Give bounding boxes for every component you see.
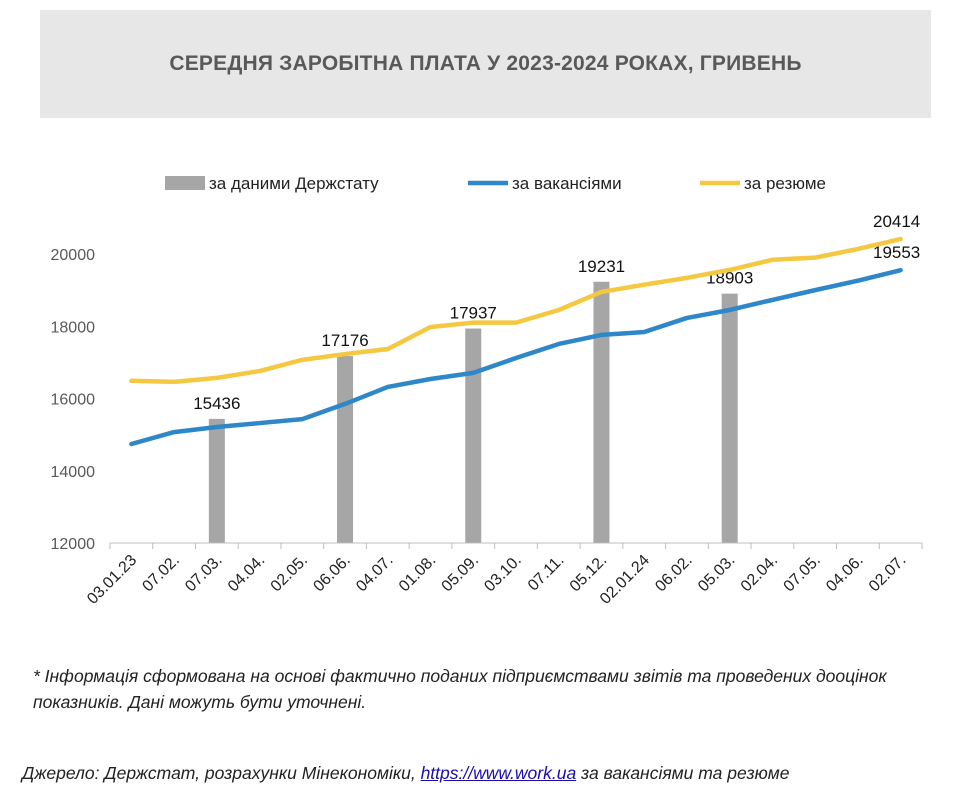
source-suffix: за вакансіями та резюме	[576, 763, 790, 783]
line-data-label: 20414	[873, 212, 920, 231]
line-vacancies	[129, 267, 903, 447]
x-tick-label: 05.03.	[695, 552, 738, 595]
x-tick-label: 06.02.	[652, 552, 695, 595]
legend-label: за вакансіями	[512, 174, 622, 193]
x-tick-label: 02.05.	[268, 552, 311, 595]
title-box: СЕРЕДНЯ ЗАРОБІТНА ПЛАТА У 2023-2024 РОКА…	[40, 10, 931, 118]
bar-data-label: 19231	[578, 257, 625, 276]
footnote: * Інформація сформована на основі фактич…	[33, 666, 887, 712]
chart: 12000 14000 16000 18000 20000 15436 17176 17937…	[51, 174, 923, 608]
x-tick-label: 07.03.	[182, 552, 225, 595]
y-tick-label: 14000	[51, 464, 96, 481]
bar-data-label: 17176	[321, 331, 368, 350]
source-line: Джерело: Держстат, розрахунки Мінекономі…	[22, 763, 790, 784]
source-link[interactable]: https://www.work.ua	[420, 763, 577, 783]
x-tick-label: 04.07.	[353, 552, 396, 595]
x-tick-label: 04.06.	[823, 552, 866, 595]
bar	[208, 418, 225, 543]
line-data-label: 19553	[873, 243, 920, 262]
x-tick-label: 03.10.	[481, 552, 524, 595]
source-prefix: Джерело: Держстат, розрахунки Мінекономі…	[22, 763, 421, 783]
x-tick-label: 07.11.	[525, 552, 568, 595]
x-tick-label: 01.08.	[396, 552, 439, 595]
x-tick-label: 02.04.	[738, 552, 781, 595]
bar-data-label: 17937	[450, 304, 497, 323]
legend-swatch	[165, 176, 205, 190]
bar	[593, 281, 610, 543]
bar	[721, 293, 738, 543]
legend-label: за даними Держстату	[209, 174, 379, 193]
y-tick-label: 12000	[51, 536, 96, 553]
x-tick-label: 02.07.	[866, 552, 909, 595]
x-tick-label: 05.09.	[439, 552, 482, 595]
bar-data-label: 15436	[193, 394, 240, 413]
chart-title: СЕРЕДНЯ ЗАРОБІТНА ПЛАТА У 2023-2024 РОКА…	[169, 52, 802, 75]
x-tick-label: 06.06.	[310, 552, 353, 595]
legend-label: за резюме	[744, 174, 826, 193]
y-tick-label: 20000	[51, 247, 96, 264]
x-tick-label: 07.02.	[139, 552, 182, 595]
x-tick-label: 03.01.23	[84, 552, 140, 608]
y-tick-label: 18000	[51, 319, 96, 336]
line-resume	[129, 236, 903, 385]
y-tick-label: 16000	[51, 392, 96, 409]
bar	[465, 328, 482, 543]
x-tick-label: 04.04.	[225, 552, 268, 595]
bar	[337, 356, 354, 543]
x-tick-label: 07.05.	[781, 552, 824, 595]
